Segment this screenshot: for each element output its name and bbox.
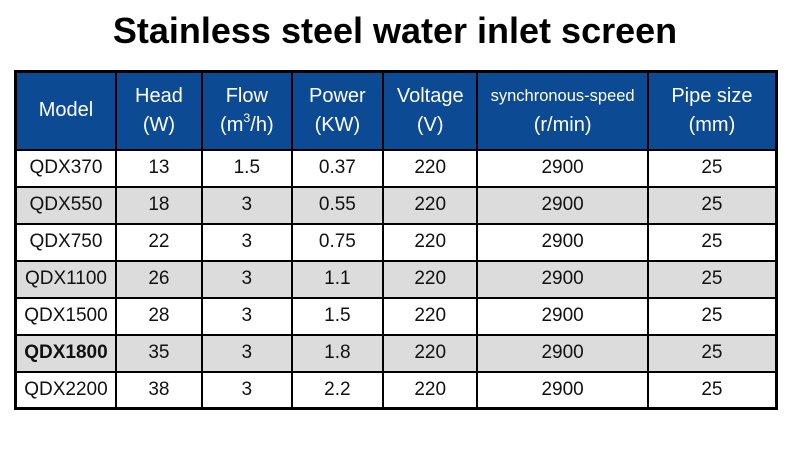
cell-head: 18 [114, 185, 203, 225]
cell-voltage: 220 [382, 370, 479, 410]
table-row: QDX370 13 1.5 0.37 220 2900 25 [14, 148, 778, 188]
table-row: QDX750 22 3 0.75 220 2900 25 [14, 222, 778, 262]
cell-pipe: 25 [646, 148, 778, 188]
cell-speed: 2900 [476, 148, 649, 188]
col-header-head: Head (W) [114, 70, 203, 151]
cell-voltage: 220 [382, 185, 479, 225]
cell-speed: 2900 [476, 370, 649, 410]
table-row: QDX550 18 3 0.55 220 2900 25 [14, 185, 778, 225]
col-header-power: Power (KW) [290, 70, 385, 151]
cell-flow: 1.5 [200, 148, 293, 188]
cell-flow: 3 [200, 259, 293, 299]
cell-model: QDX1500 [14, 296, 117, 336]
cell-head: 35 [114, 333, 203, 373]
cell-pipe: 25 [646, 259, 778, 299]
cell-flow: 3 [200, 222, 293, 262]
cell-power: 1.8 [290, 333, 385, 373]
header-row: Model Head (W) Flow (m3/h) Power (KW) [14, 70, 778, 151]
cell-model: QDX1100 [14, 259, 117, 299]
cell-voltage: 220 [382, 333, 479, 373]
col-header-model: Model [14, 70, 117, 151]
cell-head: 22 [114, 222, 203, 262]
cell-power: 0.55 [290, 185, 385, 225]
cell-voltage: 220 [382, 259, 479, 299]
cell-model: QDX370 [14, 148, 117, 188]
cell-power: 2.2 [290, 370, 385, 410]
cell-head: 38 [114, 370, 203, 410]
spec-table-wrap: Model Head (W) Flow (m3/h) Power (KW) [14, 70, 778, 410]
col-header-synchronous-speed: synchronous-speed (r/min) [476, 70, 649, 151]
cell-flow: 3 [200, 185, 293, 225]
cell-voltage: 220 [382, 148, 479, 188]
cell-model: QDX2200 [14, 370, 117, 410]
table-row: QDX1100 26 3 1.1 220 2900 25 [14, 259, 778, 299]
cell-pipe: 25 [646, 222, 778, 262]
spec-table-body: QDX370 13 1.5 0.37 220 2900 25 QDX550 18 3 0.55 220… [14, 148, 778, 410]
cell-head: 26 [114, 259, 203, 299]
cell-model: QDX1800 [14, 333, 117, 373]
spec-table-header: Model Head (W) Flow (m3/h) Power (KW) [14, 70, 778, 151]
cell-speed: 2900 [476, 259, 649, 299]
cell-flow: 3 [200, 296, 293, 336]
table-row: QDX2200 38 3 2.2 220 2900 25 [14, 370, 778, 410]
cell-speed: 2900 [476, 222, 649, 262]
cell-voltage: 220 [382, 296, 479, 336]
cell-voltage: 220 [382, 222, 479, 262]
cell-speed: 2900 [476, 296, 649, 336]
cell-flow: 3 [200, 370, 293, 410]
cell-model: QDX750 [14, 222, 117, 262]
cell-pipe: 25 [646, 296, 778, 336]
cell-model: QDX550 [14, 185, 117, 225]
page-title: Stainless steel water inlet screen [112, 10, 678, 51]
cell-speed: 2900 [476, 185, 649, 225]
cell-power: 0.37 [290, 148, 385, 188]
col-header-flow: Flow (m3/h) [200, 70, 293, 151]
cell-pipe: 25 [646, 333, 778, 373]
cell-pipe: 25 [646, 370, 778, 410]
col-header-pipe-size: Pipe size (mm) [646, 70, 778, 151]
cell-head: 13 [114, 148, 203, 188]
cell-power: 1.1 [290, 259, 385, 299]
cell-power: 0.75 [290, 222, 385, 262]
table-row: QDX1800 35 3 1.8 220 2900 25 [14, 333, 778, 373]
page: Stainless steel water inlet screen Model [0, 0, 790, 410]
cell-speed: 2900 [476, 333, 649, 373]
table-row: QDX1500 28 3 1.5 220 2900 25 [14, 296, 778, 336]
spec-table: Model Head (W) Flow (m3/h) Power (KW) [14, 70, 778, 410]
cell-flow: 3 [200, 333, 293, 373]
cell-power: 1.5 [290, 296, 385, 336]
cell-pipe: 25 [646, 185, 778, 225]
cell-head: 28 [114, 296, 203, 336]
col-header-voltage: Voltage (V) [382, 70, 479, 151]
